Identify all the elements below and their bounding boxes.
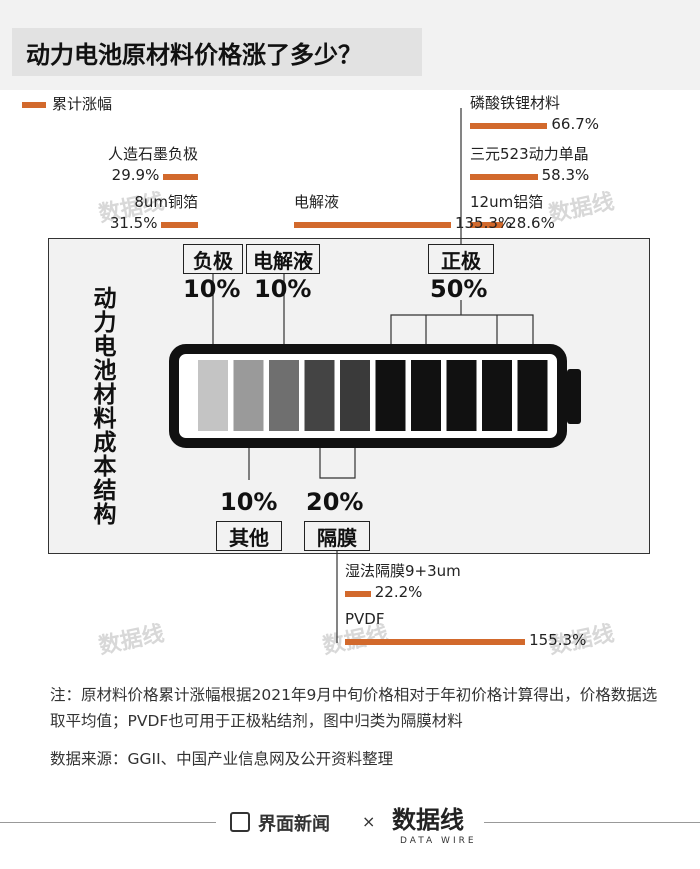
- cathode-label: 正极: [428, 244, 494, 274]
- separator-share: 20%: [306, 488, 364, 516]
- partner-logo: 数据线: [392, 806, 464, 834]
- other-share: 10%: [220, 488, 278, 516]
- footer-rule-right: [484, 822, 700, 823]
- battery-cells: [198, 360, 548, 431]
- cell-electrolyte: [269, 360, 299, 431]
- bar: [161, 222, 198, 228]
- bar-value: 58.3%: [541, 166, 590, 184]
- bar-label: 电解液: [294, 193, 340, 211]
- data-source: 数据来源：GGII、中国产业信息网及公开资料整理: [50, 750, 394, 768]
- bar-value: 135.3%: [454, 214, 513, 232]
- cell-cathode: [446, 360, 477, 431]
- bar-label: 人造石墨负极: [107, 145, 198, 163]
- separator-label: 隔膜: [304, 521, 370, 551]
- partner-logo-sub: DATA WIRE: [400, 836, 477, 846]
- bar: [294, 222, 451, 228]
- connector-cathode-bracket: [390, 314, 534, 360]
- bar-label: 磷酸铁锂材料: [470, 94, 561, 112]
- bar-value: 155.3%: [529, 631, 587, 649]
- legend-label: 累计涨幅: [52, 95, 113, 113]
- bar-value: 29.9%: [111, 166, 160, 184]
- bar: [345, 639, 526, 645]
- cathode-share: 50%: [430, 275, 488, 303]
- footnote: 注：原材料价格累计涨幅根据2021年9月中旬价格相对于年初价格计算得出，价格数据…: [50, 686, 658, 730]
- bar: [345, 591, 371, 597]
- bar: [163, 174, 198, 180]
- legend-swatch: [22, 102, 46, 108]
- bar-label: 湿法隔膜9+3um: [345, 562, 461, 580]
- bar-value: 66.7%: [551, 115, 600, 133]
- footer-times: ×: [362, 812, 376, 831]
- title-box: [12, 28, 422, 76]
- bar-label: 三元523动力单晶: [470, 145, 589, 163]
- battery-terminal: [567, 369, 581, 424]
- bar-label: PVDF: [345, 610, 385, 628]
- chart-title: 动力电池原材料价格涨了多少？: [26, 41, 362, 69]
- bar-label: 12um铝箔: [470, 193, 544, 211]
- cell-cathode: [411, 360, 441, 431]
- bar: [470, 123, 548, 129]
- cell-separator: [304, 360, 335, 431]
- footer-rule-left: [0, 822, 216, 823]
- bar: [470, 174, 538, 180]
- cell-anode: [198, 360, 228, 431]
- other-label: 其他: [216, 521, 282, 551]
- connector-separator-bracket: [319, 432, 356, 479]
- bar-label: 8um铜箔: [134, 193, 198, 211]
- cell-cathode: [375, 360, 406, 431]
- bar: [470, 222, 504, 228]
- bar-value: 22.2%: [374, 583, 423, 601]
- bar-value: 28.6%: [507, 214, 555, 232]
- brand-logo-icon: [230, 812, 250, 832]
- anode-share: 10%: [183, 275, 241, 303]
- cell-separator: [340, 360, 370, 431]
- cell-cathode: [517, 360, 548, 431]
- cell-cathode: [482, 360, 512, 431]
- electrolyte-share: 10%: [254, 275, 312, 303]
- brand-name: 界面新闻: [258, 814, 330, 835]
- anode-label: 负极: [183, 244, 243, 274]
- bar-value: 31.5%: [109, 214, 158, 232]
- electrolyte-label: 电解液: [246, 244, 320, 274]
- battery-axis-label: 动力电池材料成本结构: [89, 286, 115, 526]
- cell-other: [233, 360, 264, 431]
